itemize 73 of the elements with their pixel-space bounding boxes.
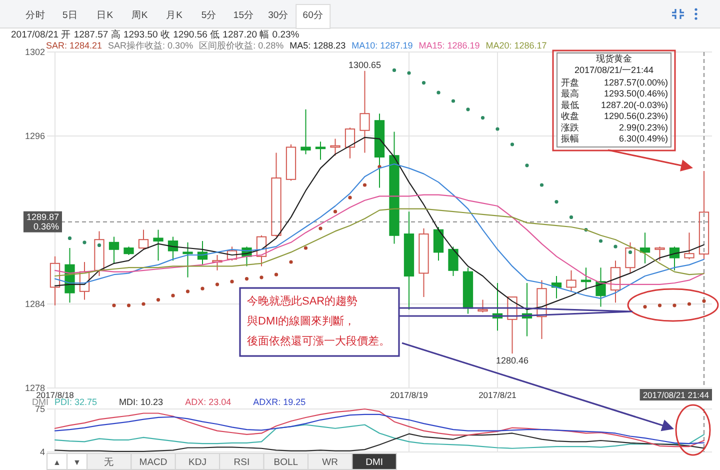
point	[68, 236, 72, 240]
point	[142, 302, 146, 306]
line-series	[54, 432, 705, 452]
y-tick-label: 1302	[24, 47, 45, 58]
point	[480, 116, 485, 120]
point	[451, 99, 456, 103]
point	[200, 286, 204, 290]
point	[554, 200, 558, 204]
annotation: 2017/08/21/一21:44	[574, 65, 654, 75]
point	[466, 108, 470, 112]
note: 今晚就憑此SAR的趨勢 與DMI的線圖來判斷， 後面依然還可漲一大段價差。	[239, 287, 400, 357]
point	[244, 277, 249, 281]
point	[171, 294, 175, 298]
point	[230, 280, 234, 284]
point	[540, 183, 544, 187]
point	[436, 90, 440, 94]
point	[569, 215, 574, 219]
point	[215, 282, 220, 286]
point	[687, 302, 692, 306]
text: 现货黄金	[596, 54, 632, 64]
point	[422, 81, 426, 85]
point	[658, 304, 662, 308]
line-series	[54, 424, 705, 449]
point	[289, 260, 293, 264]
point	[333, 210, 338, 214]
text: 振幅 6.30(0.49%)	[561, 134, 668, 144]
annotation: 1300.65	[348, 60, 382, 70]
x-tick-label: 2017/8/21	[478, 390, 517, 400]
point	[260, 276, 264, 280]
point	[643, 305, 647, 309]
crosshair-label: 2017/08/21 21:44	[640, 389, 712, 400]
text: 2017/08/21 开 1287.57 高 1293.50 收 1290.56 低 1287.20 幅 0.23%	[11, 28, 300, 40]
tab-bar: 分时 5日 日K 周K 月K 5分 15分 30分 60分	[0, 0, 720, 29]
annotation: 今晚就憑此SAR的趨勢	[247, 294, 358, 308]
legend: SAR: 1284.21 SAR操作收益: 0.30% 区间股价收益: 0.28% MA5: 1288.23 MA10: 1287.19 MA15: 1286.19 MA20: 1286.17	[46, 40, 547, 50]
point	[598, 239, 603, 243]
indicator-tabs: ▲ ▼ 无 MACD KDJ RSI BOLL WR DMI	[46, 453, 397, 470]
point	[614, 244, 618, 248]
point	[112, 304, 116, 308]
ref-line-label: 1289.87 0.36%	[26, 212, 59, 232]
point	[156, 298, 160, 302]
point	[82, 240, 86, 244]
text: 最高 1293.50(0.46%)	[561, 88, 668, 99]
point	[126, 304, 131, 308]
text: 收盘 1290.56(0.23%)	[561, 111, 668, 122]
point	[186, 290, 190, 294]
point	[392, 68, 396, 72]
point	[510, 142, 514, 146]
point	[362, 183, 367, 187]
point	[304, 246, 308, 250]
point	[525, 164, 529, 168]
point	[274, 272, 278, 276]
y-tick-label: 1284	[24, 299, 45, 310]
point	[628, 250, 632, 254]
text: 最低 1287.20(-0.03%)	[561, 100, 668, 110]
text: 涨跌 2.99(0.23%)	[561, 122, 668, 132]
point	[348, 196, 352, 200]
annotation: 後面依然還可漲一大段價差。	[247, 334, 390, 348]
x-tick-label: 2017/8/19	[390, 390, 428, 400]
line-series	[54, 408, 705, 448]
point	[672, 304, 676, 308]
line-series	[54, 414, 705, 444]
y-tick-label: 4	[40, 447, 45, 458]
annotation: 1280.46	[496, 356, 529, 366]
point	[97, 243, 102, 247]
point	[407, 71, 411, 75]
text: 开盘 1287.57(0.00%)	[561, 78, 668, 88]
y-tick-label: 1296	[24, 131, 45, 142]
point	[702, 299, 706, 303]
annotation: 與DMI的線圖來判斷，	[247, 314, 356, 328]
point	[318, 226, 322, 230]
y-tick-label: 75	[34, 404, 45, 414]
point	[496, 127, 500, 131]
